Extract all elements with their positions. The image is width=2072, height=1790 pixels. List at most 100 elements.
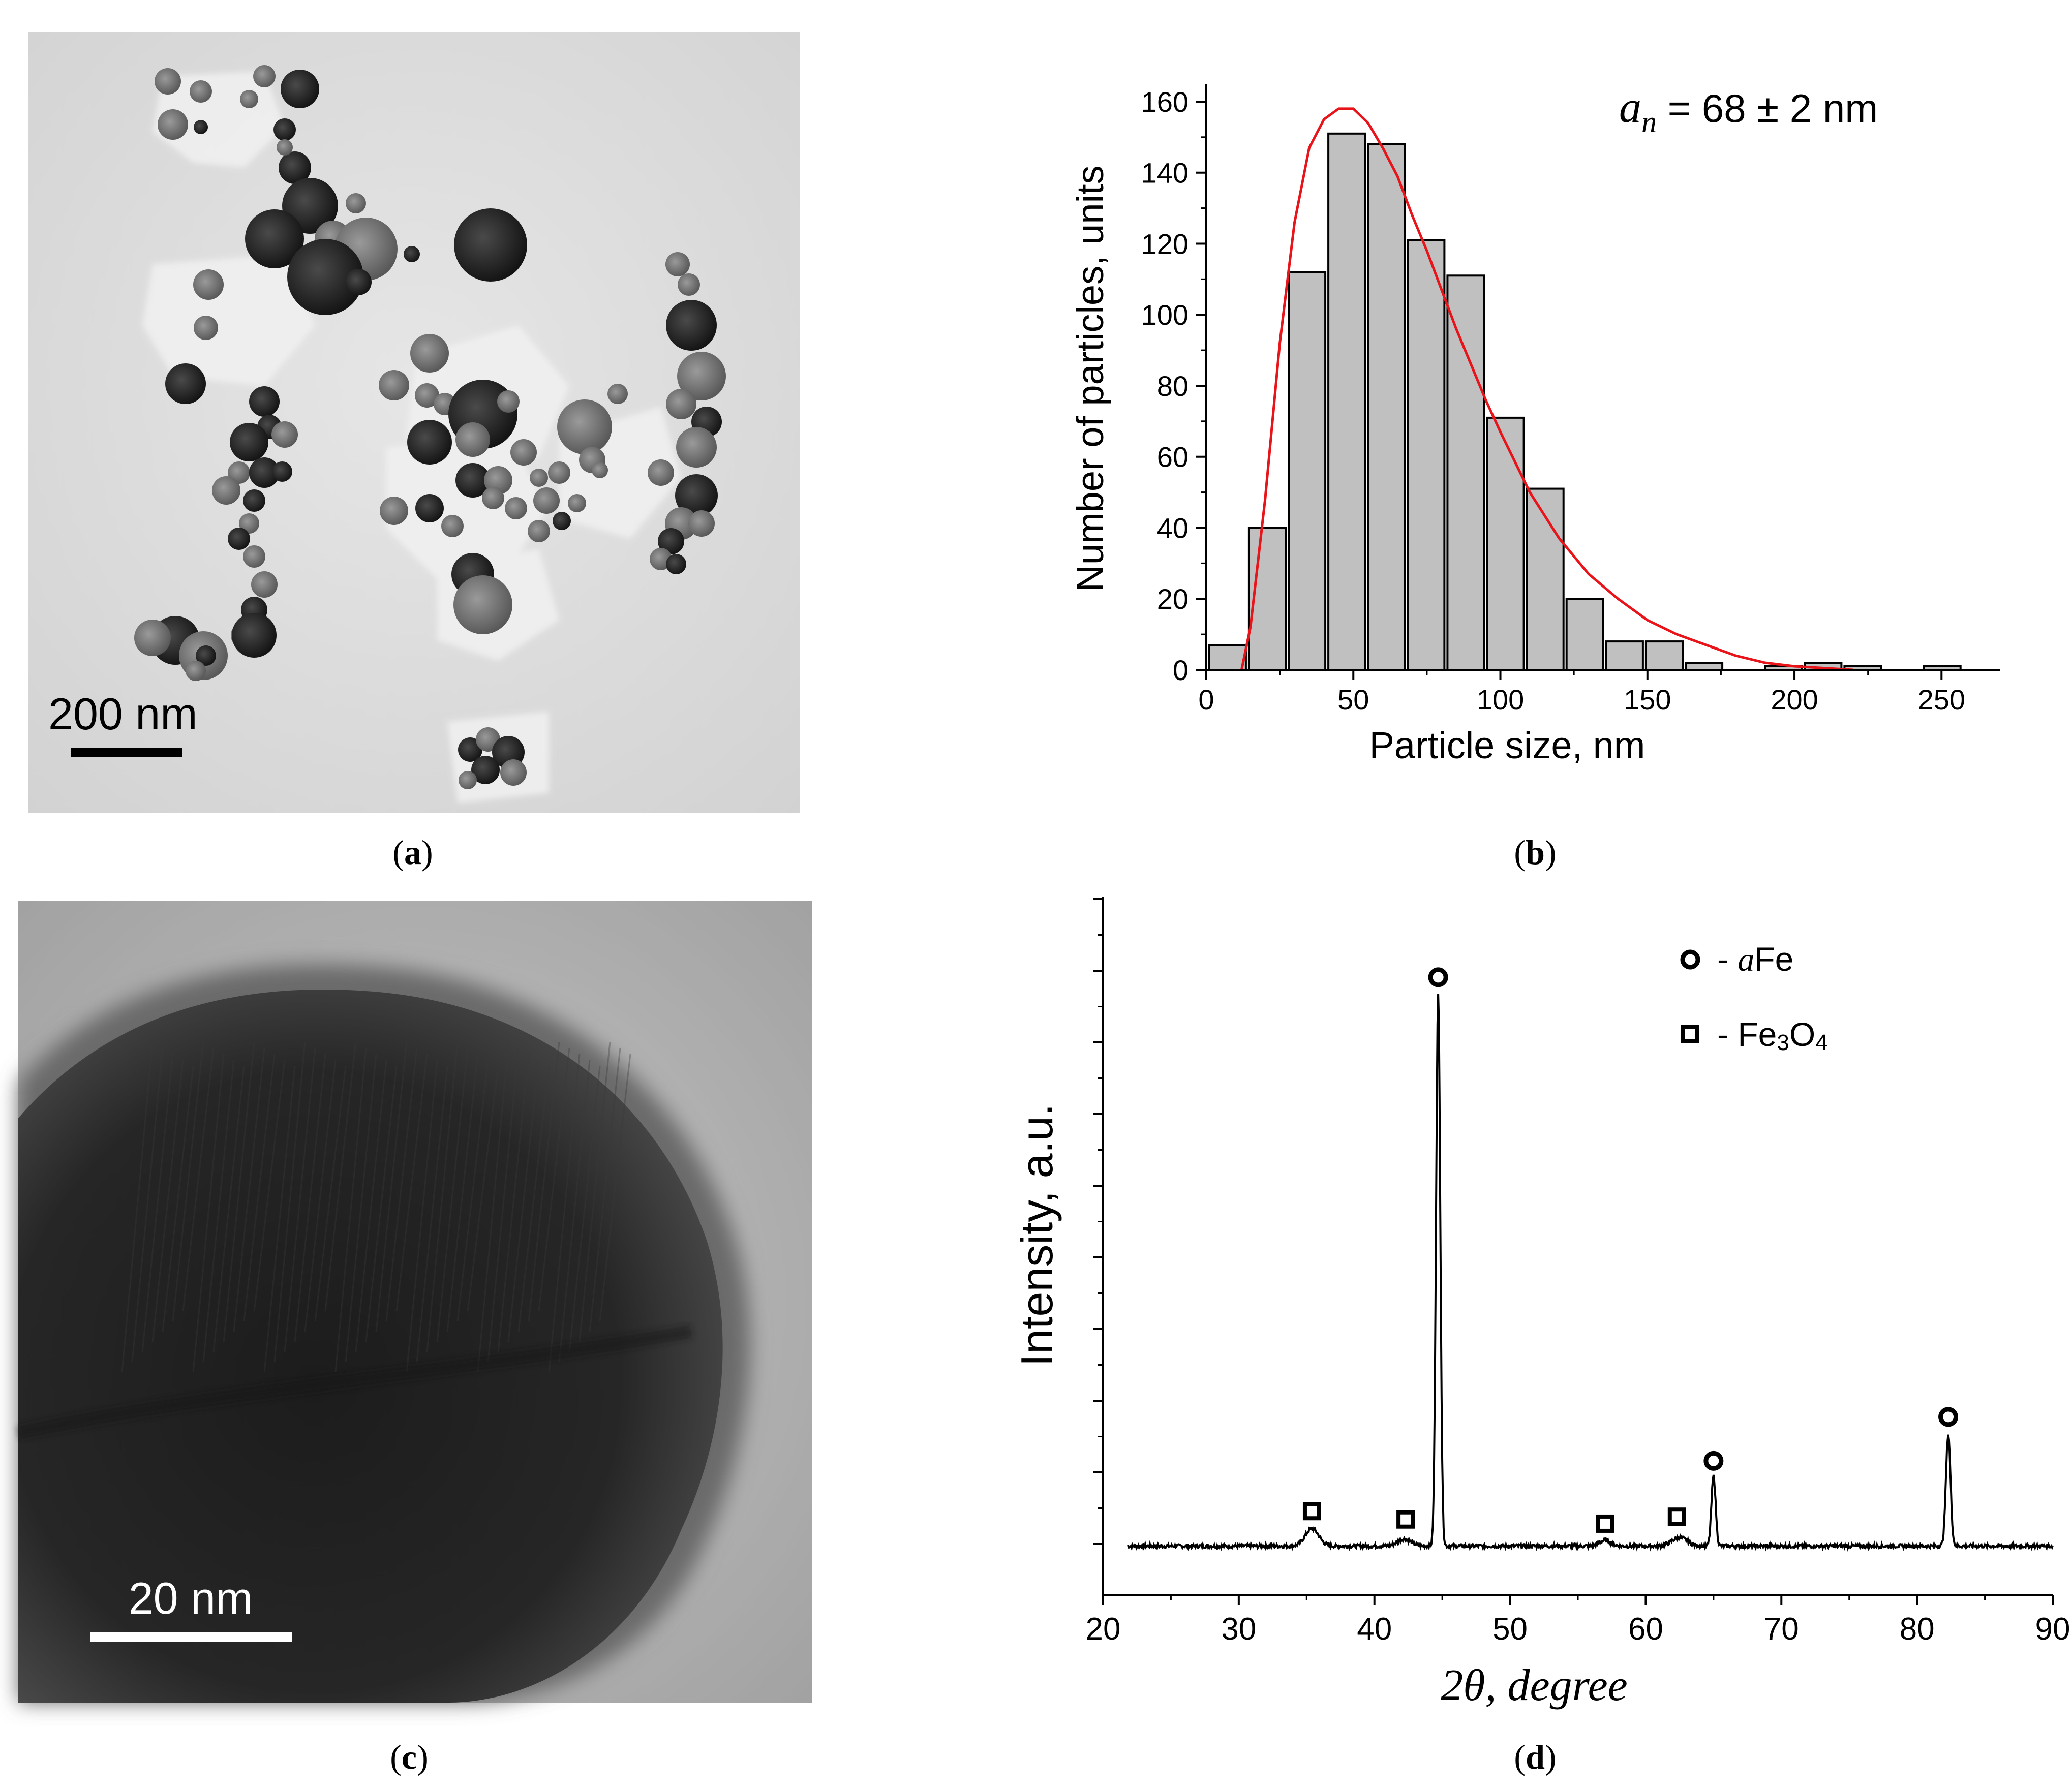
scalebar-label-c: 20 nm [129, 1573, 253, 1623]
nanoparticle [158, 109, 188, 140]
panel-label-d: (d) [1514, 1738, 1556, 1776]
lattice-fringe [395, 1054, 428, 1312]
panel-c-tem-image: 20 nm [17, 901, 812, 1703]
lattice-fringe [294, 1054, 326, 1342]
legend-item-fe3o4: - Fe3O4 [1681, 1015, 1828, 1055]
x-tick-label: 150 [1624, 684, 1671, 716]
nanoparticle [273, 118, 296, 141]
nanoparticle [239, 513, 259, 534]
lattice-fringe [284, 1047, 316, 1352]
lattice-fringe [507, 1060, 540, 1342]
lattice-fringe [334, 1047, 367, 1373]
y-tick-label: 120 [1141, 228, 1189, 260]
x-tick-label: 70 [1764, 1612, 1799, 1647]
nanoparticle [232, 613, 277, 658]
lattice-fringe [487, 1047, 520, 1363]
lattice-fringe [517, 1066, 550, 1332]
lattice-fringe [212, 1066, 245, 1352]
nanoparticle [658, 528, 684, 554]
lattice-fringe [385, 1047, 418, 1322]
histogram-bar [1367, 143, 1406, 671]
nanoparticle [471, 756, 500, 784]
histogram-bar [1247, 527, 1287, 671]
nanoparticle [212, 476, 240, 505]
histogram-bar [1644, 640, 1684, 671]
nanoparticle [688, 510, 715, 537]
nanoparticle [249, 457, 280, 488]
lattice-fringe [243, 1054, 276, 1322]
nanoparticle [557, 399, 612, 454]
nanoparticle [607, 384, 628, 404]
histogram-bar [1288, 271, 1327, 671]
nanoparticle [251, 571, 278, 598]
lattice-fringe [467, 1066, 499, 1312]
panel-a-tem-image: 200 nm [28, 32, 800, 813]
panel-label-b: (b) [1514, 833, 1556, 872]
lattice-fringe [436, 1047, 469, 1342]
nanoparticle [410, 334, 449, 373]
nanoparticle [666, 554, 686, 574]
xrd-axes: 20 30 40 50 60 70 80 90 [1086, 897, 2070, 1647]
fe3o4-peak-marker [1596, 1514, 1614, 1533]
x-axis-label-b: Particle size, nm [1369, 724, 1646, 766]
lattice-fringe [151, 1060, 184, 1342]
histogram-bar [1407, 239, 1446, 671]
nanoparticle [345, 269, 372, 295]
fe3o4-peak-marker [1667, 1507, 1686, 1526]
square-marker-icon [1681, 1025, 1699, 1043]
scalebar-a [71, 748, 182, 757]
nanoparticle [155, 68, 181, 95]
fe3o4-peak-marker [1396, 1510, 1415, 1529]
nanoparticle [134, 620, 171, 656]
x-tick-label: 50 [1337, 684, 1369, 716]
nanoparticle [648, 459, 674, 486]
histogram-bar [1327, 132, 1366, 671]
svg-text:- Fe3O4: - Fe3O4 [1717, 1015, 1828, 1055]
grain-boundary [17, 1325, 693, 1440]
panel-label-a: (a) [392, 833, 433, 872]
nanoparticle [253, 65, 276, 87]
scalebar-c [90, 1632, 292, 1642]
nanoparticle [666, 300, 717, 351]
y-tick-label: 60 [1157, 441, 1189, 473]
xrd-curve [1127, 994, 2054, 1552]
lattice-fringe [355, 1060, 387, 1352]
x-tick-label: 100 [1477, 684, 1524, 716]
lattice-fringe [131, 1047, 164, 1363]
lattice-fringe [589, 1047, 621, 1332]
nanoparticle [454, 208, 527, 282]
nanoparticle [380, 497, 408, 525]
mean-size-annotation: an = 68 ± 2 nm [1619, 83, 1878, 139]
lattice-fringe [375, 1041, 408, 1332]
lattice-fringe [202, 1060, 235, 1363]
peak-markers [1302, 967, 1959, 1533]
lattice-fringe [192, 1054, 225, 1373]
nanoparticle [482, 487, 504, 509]
nanoparticle [510, 439, 537, 466]
histogram-bars [1208, 132, 1962, 671]
nanoparticle [533, 487, 560, 514]
nanoparticle [404, 246, 420, 262]
nanoparticle [675, 474, 718, 517]
y-tick-label: 140 [1141, 157, 1189, 189]
lattice-fringe [304, 1060, 337, 1332]
lattice-fringe [162, 1066, 194, 1332]
nanoparticle [453, 575, 512, 634]
lattice-fringe [446, 1054, 479, 1332]
nanoparticle [455, 463, 490, 498]
lattice-fringe [599, 1054, 631, 1322]
nanoparticle [553, 512, 571, 530]
lattice-fringe [477, 1041, 509, 1373]
nanoparticle [528, 520, 550, 542]
y-tick-label: 160 [1141, 86, 1189, 118]
nanoparticle [287, 239, 363, 315]
lattice-fringe [223, 1041, 255, 1342]
lognormal-fit-curve [1240, 107, 1853, 671]
nanoparticle [243, 545, 265, 568]
afe-peak-marker [1938, 1407, 1959, 1427]
nanoparticle [379, 370, 409, 400]
svg-text:(a): (a) [392, 833, 433, 872]
x-axis-label-d: 2θ, degree [1441, 1661, 1627, 1710]
histogram-bar [1605, 640, 1644, 671]
histogram-axes: 0 50 100 150 200 250 0 20 40 60 80 100 120 140 160 [1141, 84, 2000, 716]
